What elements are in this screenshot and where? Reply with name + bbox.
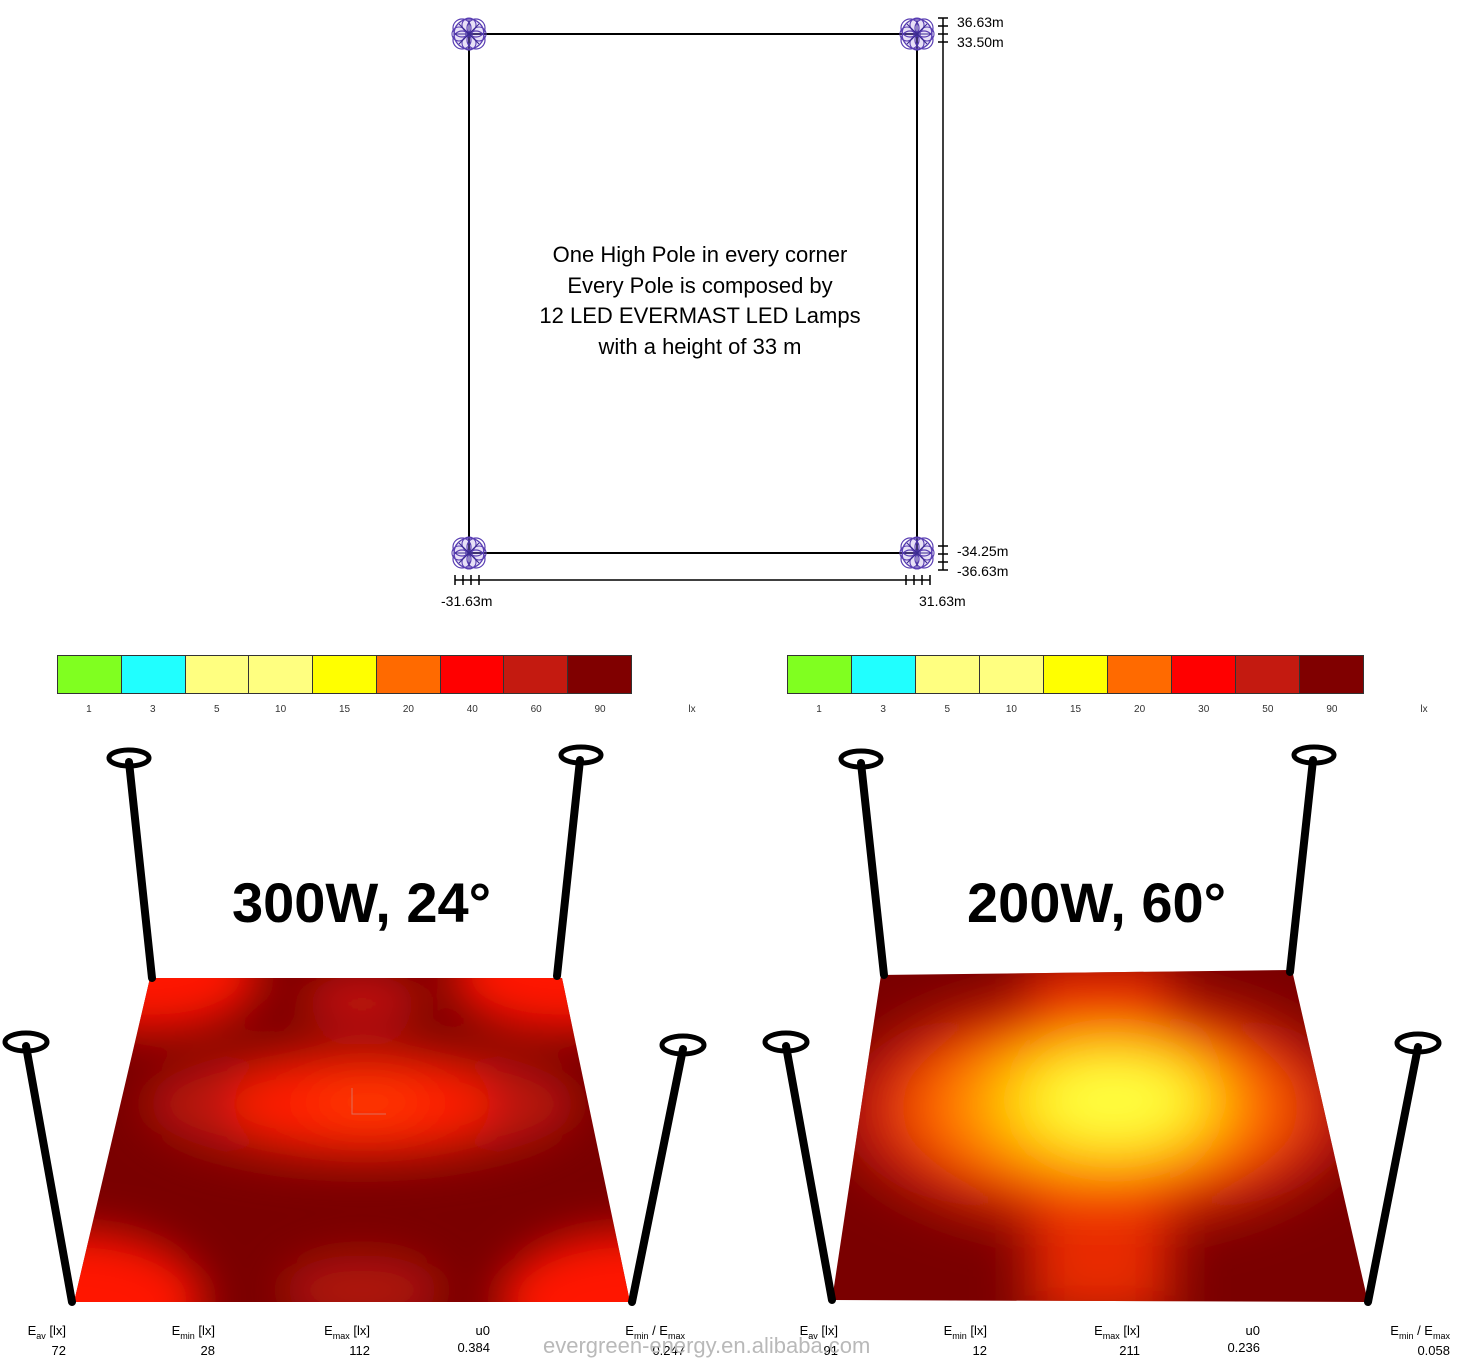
legend-tick-label: 30: [1198, 704, 1210, 715]
legend-swatch: [249, 656, 314, 693]
dim-y-bottom-inner: -34.25m: [957, 543, 1009, 559]
pole-lamp-icon: [659, 1033, 707, 1057]
pole-lamp-icon: [558, 744, 604, 766]
plan-line-3: 12 LED EVERMAST LED Lamps: [539, 303, 861, 328]
legend-tick-label: 5: [213, 704, 220, 715]
legend-swatch: [1300, 656, 1363, 693]
legend-tick-label: 90: [1326, 704, 1338, 715]
legend-left-ticks: 1 3 5 10 15 20 40 60 90 lx: [57, 704, 707, 718]
plan-line-1: One High Pole in every corner: [552, 242, 848, 267]
left-stat-emax: Emax [lx] 112: [324, 1323, 370, 1358]
legend-swatch: [916, 656, 980, 693]
legend-tick-label: 5: [944, 704, 951, 715]
legend-unit-label: lx: [688, 704, 696, 715]
left-stat-emin: Emin [lx] 28: [171, 1323, 215, 1358]
right-render-poles: [762, 744, 1442, 1306]
right-stat-emin: Emin [lx] 12: [943, 1323, 987, 1358]
right-stat-emax: Emax [lx] 211: [1094, 1323, 1140, 1358]
dimension-lines: [454, 17, 948, 585]
legend-tick-label: 3: [880, 704, 886, 715]
legend-swatch: [58, 656, 122, 693]
plan-line-2: Every Pole is composed by: [567, 272, 833, 298]
legend-swatch: [185, 656, 250, 693]
legend-swatch: [1172, 656, 1236, 693]
legend-right-ticks: 1 3 5 10 15 20 30 50 90 lx: [787, 704, 1437, 718]
legend-tick-label: 10: [1005, 704, 1017, 715]
legend-tick-label: 60: [530, 704, 542, 715]
right-stat-u0: u0 0.236: [1227, 1323, 1260, 1355]
pole-lamp-icon: [1291, 744, 1337, 766]
legend-swatch: [504, 656, 569, 693]
legend-tick-label: 3: [150, 704, 156, 715]
pole-lamp-icon: [838, 748, 884, 770]
left-stat-u0: u0 0.384: [457, 1323, 490, 1355]
dim-y-top-outer: 36.63m: [957, 14, 1004, 30]
legend-swatch: [852, 656, 916, 693]
field-outline: [468, 33, 918, 554]
legend-tick-label: 40: [466, 704, 478, 715]
dim-x-left: -31.63m: [441, 593, 493, 609]
legend-swatch: [376, 656, 441, 693]
legend-tick-label: 90: [594, 704, 606, 715]
legend-swatch: [980, 656, 1044, 693]
legend-tick-label: 10: [275, 704, 287, 715]
legend-right-scale: [787, 655, 1364, 694]
legend-swatch: [313, 656, 377, 693]
left-stat-ratio: Emin / Emax 0.247: [625, 1323, 685, 1358]
dim-y-top-inner: 33.50m: [957, 34, 1004, 50]
legend-swatch: [1044, 656, 1108, 693]
pole-lamp-icon: [762, 1030, 810, 1054]
legend-swatch: [1108, 656, 1172, 693]
legend-swatch: [1236, 656, 1300, 693]
plan-description: One High Pole in every corner Every Pole…: [500, 240, 900, 362]
left-stat-eav: Eav [lx] 72: [27, 1323, 66, 1358]
watermark: evergreen-energy.en.alibaba.com: [543, 1333, 871, 1358]
right-illuminance-field: [832, 970, 1368, 1302]
right-render-label: 200W, 60°: [967, 871, 1226, 934]
left-render-label: 300W, 24°: [232, 871, 491, 934]
legend-swatch: [121, 656, 186, 693]
legend-swatch: [568, 656, 632, 693]
legend-swatch: [788, 656, 852, 693]
dim-x-right: 31.63m: [919, 593, 966, 609]
plan-line-4: with a height of 33 m: [598, 333, 802, 359]
pole-lamp-icon: [2, 1030, 50, 1054]
legend-left-scale: [57, 655, 632, 694]
legend-tick-label: 20: [1134, 704, 1146, 715]
legend-tick-label: 1: [86, 704, 92, 715]
legend-unit-label: lx: [1420, 704, 1428, 715]
legend-tick-label: 15: [338, 704, 351, 715]
legend-tick-label: 1: [816, 704, 822, 715]
right-stat-ratio: Emin / Emax 0.058: [1390, 1323, 1450, 1358]
legend-tick-label: 20: [402, 704, 414, 715]
left-illuminance-field: [74, 978, 630, 1302]
left-render-poles: [2, 744, 707, 1306]
legend-tick-label: 15: [1069, 704, 1082, 715]
pole-lamp-icon: [1394, 1031, 1442, 1055]
legend-swatch: [440, 656, 505, 693]
plan-drawing: [451, 17, 948, 585]
right-stat-eav: Eav [lx] 91: [799, 1323, 838, 1358]
dim-y-bottom-outer: -36.63m: [957, 563, 1009, 579]
pole-lamp-icon: [106, 747, 152, 769]
legend-tick-label: 50: [1262, 704, 1274, 715]
